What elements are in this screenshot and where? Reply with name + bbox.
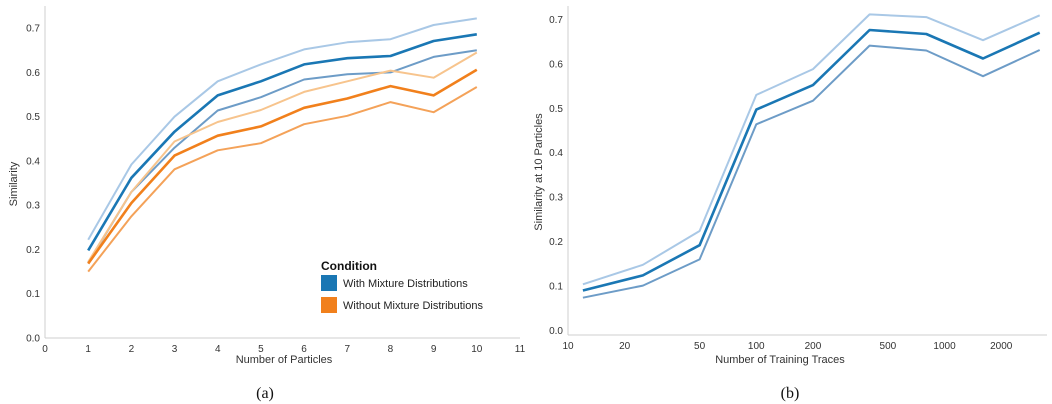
- legend-label-without: Without Mixture Distributions: [343, 300, 483, 312]
- chart-b-x-tick-label: 1000: [933, 341, 956, 352]
- chart-a-y-tick-label: 0.7: [26, 24, 40, 35]
- legend-swatch-with: [321, 275, 337, 291]
- chart-b: 0.0 0.1 0.2 0.3 0.4 0.5 0.6 0.7 10 20 50 100 200 500…: [533, 6, 1047, 402]
- chart-a-series-line-with-upper: [87, 17, 477, 241]
- chart-b-xlabel: Number of Training Traces: [715, 354, 845, 366]
- chart-a-y-tick-label: 0.1: [26, 289, 40, 300]
- chart-a-y-tick-label: 0.0: [26, 334, 40, 345]
- chart-b-x-tick-label: 10: [562, 341, 574, 352]
- chart-a-y-tick-label: 0.5: [26, 112, 40, 123]
- chart-a-x-tick-label: 10: [471, 344, 483, 355]
- legend-title: Condition: [321, 259, 377, 273]
- chart-a-x-tick-label: 11: [515, 344, 526, 355]
- chart-b-x-tick-label: 2000: [990, 341, 1013, 352]
- chart-a-x-tick-label: 3: [172, 344, 178, 355]
- chart-a-x-tick-label: 0: [42, 344, 48, 355]
- chart-a-series-line-without-mean: [87, 68, 478, 265]
- chart-a-y-tick-label: 0.3: [26, 201, 40, 212]
- chart-b-y-tick-label: 0.3: [549, 193, 563, 204]
- chart-b-y-tick-label: 0.6: [549, 59, 563, 70]
- chart-a-x-tick-label: 9: [431, 344, 437, 355]
- chart-b-x-tick-label: 100: [748, 341, 765, 352]
- chart-a-x-tick-label: 2: [129, 344, 135, 355]
- chart-a-x-tick-label: 5: [258, 344, 264, 355]
- chart-a-x-tick-label: 4: [215, 344, 221, 355]
- chart-b-x-tick-label: 200: [805, 341, 822, 352]
- chart-b-x-tick-label: 500: [880, 341, 897, 352]
- chart-b-x-tick-label: 50: [694, 341, 706, 352]
- chart-a-x-tick-label: 6: [301, 344, 307, 355]
- chart-b-y-tick-label: 0.5: [549, 104, 563, 115]
- chart-a-y-tick-label: 0.6: [26, 68, 40, 79]
- chart-b-y-tick-label: 0.0: [549, 326, 563, 337]
- chart-b-series-line-mean: [582, 28, 1041, 292]
- chart-a-ylabel: Similarity: [8, 161, 20, 206]
- chart-b-ylabel: Similarity at 10 Particles: [533, 113, 545, 231]
- chart-b-series-line-upper: [582, 13, 1041, 286]
- legend-label-with: With Mixture Distributions: [343, 278, 468, 290]
- chart-a-xlabel: Number of Particles: [236, 354, 333, 366]
- chart-a: 0.00.10.20.30.40.50.60.7 0 1 2 3 4 5 6 7 8 9 10 11 …: [8, 6, 526, 402]
- chart-a-series-line-with-mean: [87, 33, 477, 252]
- chart-a-series-line-without-lower: [87, 86, 478, 273]
- caption-b: (b): [781, 385, 800, 402]
- chart-a-y-tick-label: 0.4: [26, 156, 40, 167]
- chart-a-series-line-with-lower: [87, 49, 477, 264]
- chart-b-y-tick-label: 0.1: [549, 282, 563, 293]
- chart-a-legend: Condition With Mixture Distributions Wit…: [321, 259, 483, 313]
- chart-b-series-line-lower: [582, 44, 1041, 299]
- chart-b-x-tick-label: 20: [619, 341, 631, 352]
- chart-a-x-tick-label: 8: [388, 344, 394, 355]
- chart-a-series-line-without-upper: [87, 51, 478, 263]
- chart-a-y-tick-label: 0.2: [26, 245, 40, 256]
- chart-b-y-tick-label: 0.4: [549, 148, 563, 159]
- chart-a-x-tick-label: 7: [344, 344, 350, 355]
- caption-a: (a): [256, 385, 274, 402]
- chart-b-y-tick-label: 0.7: [549, 15, 563, 26]
- legend-swatch-without: [321, 297, 337, 313]
- chart-b-y-tick-label: 0.2: [549, 237, 563, 248]
- chart-a-x-tick-label: 1: [85, 344, 91, 355]
